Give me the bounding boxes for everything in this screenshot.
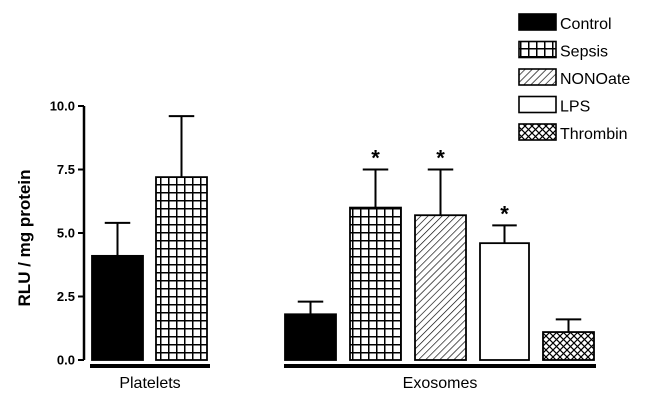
y-tick-label: 7.5	[57, 162, 75, 177]
bar-exosomes-thrombin	[542, 331, 595, 361]
legend-label-nonoate: NONOate	[560, 71, 630, 88]
y-tick-label: 10.0	[50, 99, 75, 114]
legend-swatch-sepsis	[518, 40, 557, 59]
y-tick-label: 2.5	[57, 289, 75, 304]
chart-legend: Control Sepsis NONOate LPS Thrombin	[518, 13, 630, 143]
x-group-label: Exosomes	[403, 375, 478, 392]
bar-platelets-sepsis	[155, 176, 208, 361]
legend-label-sepsis: Sepsis	[560, 44, 608, 61]
chart-axes: 0.0 2.5 5.0 7.5 10.0 RLU / mg protein Platelet…	[15, 99, 596, 392]
legend-swatch-thrombin	[518, 123, 557, 141]
chart-bars: * * *	[91, 115, 595, 361]
bar-exosomes-nonoate	[414, 214, 467, 361]
legend-label-control: Control	[560, 16, 612, 33]
significance-star: *	[371, 146, 380, 171]
bar-exosomes-control	[284, 313, 337, 361]
bar-platelets-control	[91, 254, 144, 361]
bar-exosomes-sepsis	[349, 206, 402, 361]
y-axis-title: RLU / mg protein	[15, 170, 34, 307]
significance-star: *	[436, 146, 445, 171]
legend-label-lps: LPS	[560, 99, 590, 116]
legend-swatch-nonoate	[518, 68, 557, 86]
significance-star: *	[500, 201, 509, 226]
x-group-label: Platelets	[119, 375, 180, 392]
legend-label-thrombin: Thrombin	[560, 126, 628, 143]
legend-swatch-lps	[518, 95, 557, 114]
y-tick-label: 0.0	[57, 353, 75, 368]
y-tick-label: 5.0	[57, 226, 75, 241]
legend-swatch-control	[518, 13, 557, 31]
bar-exosomes-lps	[479, 242, 530, 361]
